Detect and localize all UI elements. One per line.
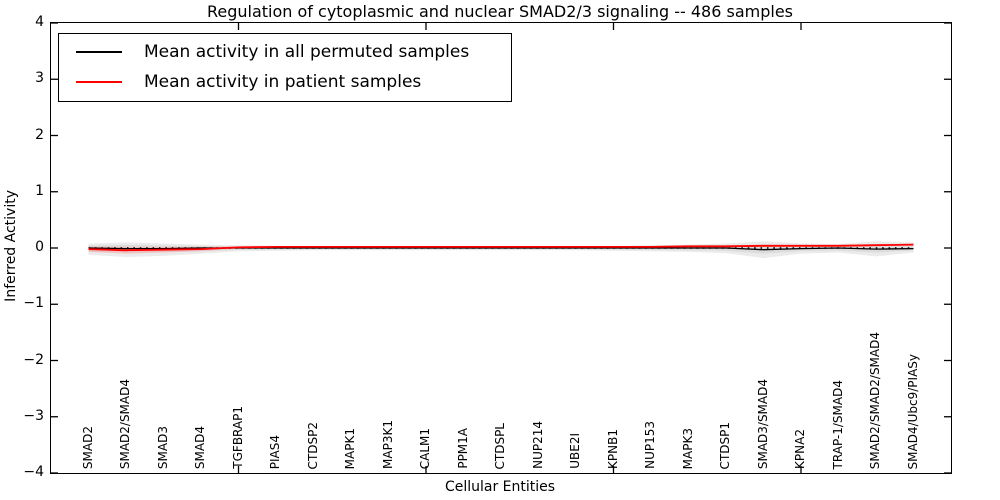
y-axis-title: Inferred Activity	[3, 190, 19, 302]
legend-entry-patient: Mean activity in patient samples	[59, 67, 511, 97]
legend: Mean activity in all permuted samples Me…	[58, 33, 512, 102]
x-axis-title: Cellular Entities	[444, 479, 556, 495]
legend-label: Mean activity in all permuted samples	[144, 42, 470, 62]
y-tick-label: 2	[35, 126, 44, 143]
y-tick-label: 3	[35, 70, 44, 87]
y-tick-label: −2	[23, 351, 44, 368]
plot-area: SMAD2 SMAD2/SMAD4 SMAD3 SMAD4 TGFBRAP1 PIAS4 C…	[50, 22, 952, 474]
y-tick-label: −4	[23, 464, 44, 480]
chart-canvas	[51, 23, 951, 473]
black-line-swatch	[76, 51, 122, 53]
patient-mean-line	[88, 243, 914, 252]
legend-entry-permuted: Mean activity in all permuted samples	[59, 37, 511, 67]
y-tick-label: −3	[23, 407, 44, 424]
chart-title: Regulation of cytoplasmic and nuclear SM…	[206, 2, 794, 21]
legend-label: Mean activity in patient samples	[144, 72, 422, 92]
red-line-swatch	[76, 81, 122, 83]
y-tick-label: 4	[35, 14, 44, 30]
